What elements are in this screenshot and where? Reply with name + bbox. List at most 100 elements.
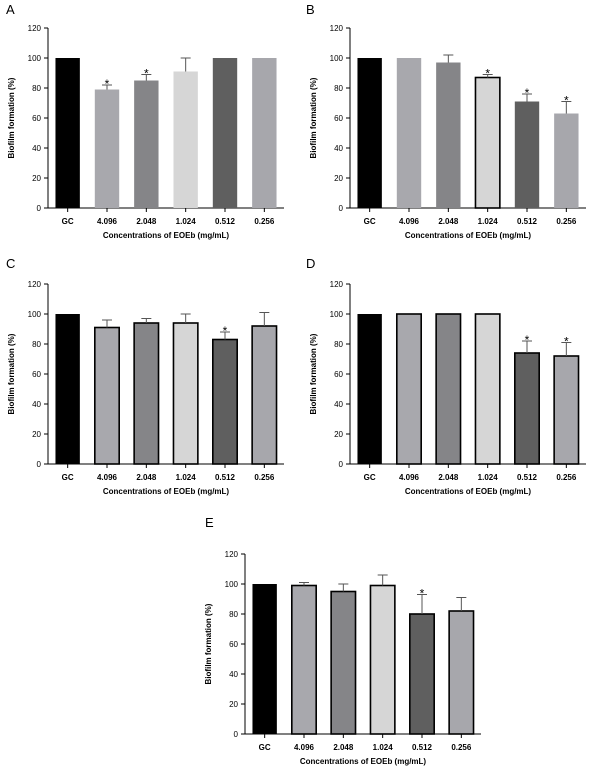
- y-tick-label: 0: [37, 204, 42, 213]
- y-tick-label: 80: [229, 610, 238, 619]
- x-tick-label: 1.024: [176, 473, 197, 482]
- y-tick-label: 80: [334, 340, 343, 349]
- y-tick-label: 20: [32, 430, 41, 439]
- bar-4.096: [94, 326, 120, 465]
- chart-panel-a: A 0 20 40 60 80 100 120 GC * 4.096 * 2.048 1.024 0.512…: [6, 2, 284, 240]
- bar-0.512: [514, 101, 540, 208]
- panel-letter: A: [6, 2, 15, 17]
- bar-0.512: [212, 58, 238, 208]
- bar-4.096: [396, 313, 422, 465]
- bar-4.096: [291, 584, 317, 735]
- y-tick-label: 20: [229, 700, 238, 709]
- x-tick-label: GC: [364, 217, 376, 226]
- bar-0.256: [252, 58, 277, 208]
- bar-2.048: [330, 590, 357, 735]
- y-tick-label: 120: [225, 550, 239, 559]
- y-tick-label: 80: [334, 84, 343, 93]
- x-tick-label: 0.512: [215, 217, 236, 226]
- x-axis-title: Concentrations of EOEb (mg/mL): [405, 487, 532, 496]
- significance-marker: *: [564, 335, 569, 349]
- y-tick-label: 60: [32, 370, 41, 379]
- bar-0.256: [553, 355, 580, 465]
- bar-1.024: [474, 76, 501, 209]
- y-tick-label: 40: [229, 670, 238, 679]
- x-tick-label: 0.512: [412, 743, 433, 752]
- x-tick-label: 1.024: [478, 473, 499, 482]
- chart-panel-d: D 0 20 40 60 80 100 120 GC 4.096 2.048 1.024 * 0.512 *…: [306, 256, 586, 496]
- y-tick-label: 80: [32, 84, 41, 93]
- bar-2.048: [436, 62, 461, 208]
- significance-marker: *: [485, 67, 490, 81]
- x-tick-label: 4.096: [399, 473, 420, 482]
- x-tick-label: 0.512: [215, 473, 236, 482]
- y-tick-label: 100: [28, 54, 42, 63]
- x-tick-label: GC: [259, 743, 271, 752]
- y-tick-label: 80: [32, 340, 41, 349]
- x-tick-label: 2.048: [333, 743, 354, 752]
- y-tick-label: 0: [339, 460, 344, 469]
- x-tick-label: 1.024: [176, 217, 197, 226]
- x-tick-label: 0.256: [556, 473, 577, 482]
- x-axis-title: Concentrations of EOEb (mg/mL): [300, 757, 427, 766]
- significance-marker: *: [144, 67, 149, 81]
- y-tick-label: 0: [37, 460, 42, 469]
- x-axis-title: Concentrations of EOEb (mg/mL): [103, 487, 230, 496]
- y-tick-label: 60: [229, 640, 238, 649]
- panel-letter: E: [205, 515, 214, 530]
- x-tick-label: 0.256: [254, 217, 275, 226]
- bar-1.024: [369, 584, 396, 735]
- y-tick-label: 100: [28, 310, 42, 319]
- y-tick-label: 40: [32, 144, 41, 153]
- significance-marker: *: [420, 587, 425, 601]
- bar-0.256: [448, 610, 475, 735]
- chart-panel-b: B 0 20 40 60 80 100 120 GC 4.096 2.048 * 1.024 * 0.512…: [306, 2, 586, 240]
- x-tick-label: 0.256: [254, 473, 275, 482]
- y-axis-title: Biofilm formation (%): [309, 77, 318, 158]
- y-tick-label: 40: [32, 400, 41, 409]
- bar-GC: [357, 58, 382, 208]
- x-tick-label: 0.512: [517, 473, 538, 482]
- x-axis-title: Concentrations of EOEb (mg/mL): [405, 231, 532, 240]
- bar-GC: [357, 314, 382, 464]
- y-tick-label: 40: [334, 144, 343, 153]
- x-tick-label: 2.048: [438, 217, 459, 226]
- y-tick-label: 40: [334, 400, 343, 409]
- bar-0.512: [409, 613, 435, 735]
- y-tick-label: 60: [334, 370, 343, 379]
- y-tick-label: 60: [334, 114, 343, 123]
- bar-0.512: [514, 352, 540, 465]
- bar-1.024: [172, 322, 199, 465]
- x-tick-label: 2.048: [136, 473, 157, 482]
- x-tick-label: 4.096: [399, 217, 420, 226]
- x-tick-label: 2.048: [136, 217, 157, 226]
- y-tick-label: 100: [330, 310, 344, 319]
- bar-GC: [252, 584, 277, 734]
- x-tick-label: 1.024: [373, 743, 394, 752]
- x-tick-label: 0.256: [451, 743, 472, 752]
- x-tick-label: 1.024: [478, 217, 499, 226]
- bar-0.256: [554, 113, 579, 208]
- chart-panel-c: C 0 20 40 60 80 100 120 GC 4.096 2.048 1.024 * 0.512 0…: [6, 256, 284, 496]
- y-tick-label: 20: [32, 174, 41, 183]
- y-tick-label: 20: [334, 174, 343, 183]
- y-tick-label: 20: [334, 430, 343, 439]
- y-tick-label: 120: [330, 24, 344, 33]
- y-tick-label: 100: [225, 580, 239, 589]
- x-tick-label: 0.256: [556, 217, 577, 226]
- y-axis-title: Biofilm formation (%): [7, 77, 16, 158]
- y-axis-title: Biofilm formation (%): [204, 603, 213, 684]
- significance-marker: *: [525, 86, 530, 100]
- y-tick-label: 60: [32, 114, 41, 123]
- chart-panel-e: E 0 20 40 60 80 100 120 GC 4.096 2.048 1.024 * 0.512 0…: [204, 515, 481, 766]
- significance-marker: *: [564, 94, 569, 108]
- x-tick-label: GC: [62, 473, 74, 482]
- x-tick-label: 2.048: [438, 473, 459, 482]
- x-tick-label: GC: [62, 217, 74, 226]
- y-tick-label: 120: [330, 280, 344, 289]
- x-tick-label: GC: [364, 473, 376, 482]
- panel-letter: B: [306, 2, 315, 17]
- bar-1.024: [474, 313, 501, 465]
- x-axis-title: Concentrations of EOEb (mg/mL): [103, 231, 230, 240]
- significance-marker: *: [223, 324, 228, 338]
- y-tick-label: 120: [28, 24, 42, 33]
